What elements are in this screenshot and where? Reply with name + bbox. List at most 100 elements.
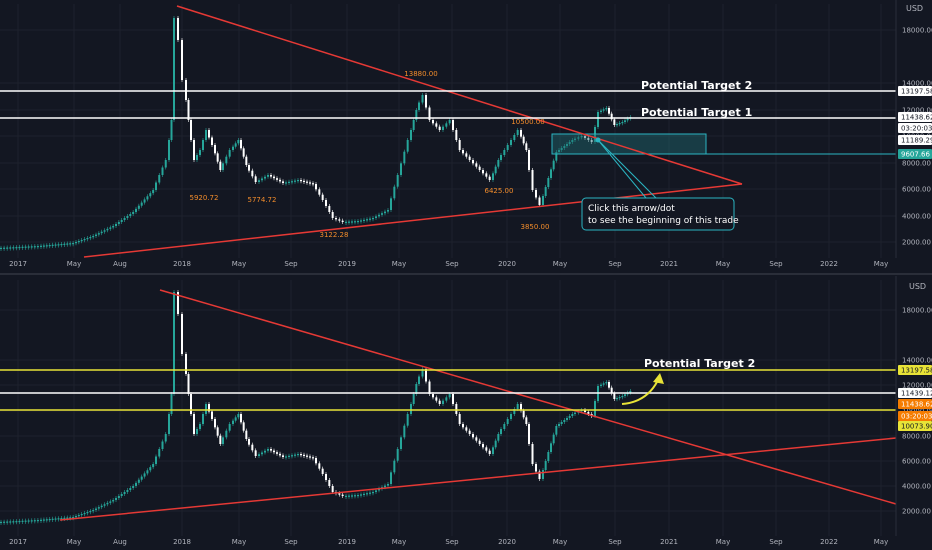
callout-box[interactable] (581, 197, 735, 231)
time-axis-tick: Sep (445, 260, 459, 268)
time-axis-tick: Sep (284, 260, 298, 268)
price-tag-text: 11189.29 (901, 137, 932, 145)
price-annotation: 10500.00 (511, 118, 544, 126)
price-tag-text: 03:20:03 (901, 125, 932, 133)
time-axis-tick: May (392, 538, 406, 546)
top-demand-zone (551, 133, 707, 155)
price-axis-tick: 8000.00 (902, 160, 931, 168)
price-annotation: 13880.00 (404, 70, 437, 78)
time-axis-tick: May (716, 260, 730, 268)
price-axis-tick: 12000.00 (902, 382, 932, 390)
time-axis-tick: 2021 (660, 538, 678, 546)
time-axis-tick: 2022 (820, 538, 838, 546)
price-tag (898, 388, 932, 398)
time-axis-tick: Aug (113, 538, 127, 546)
target-arrow-head (653, 373, 664, 384)
price-annotation: 3850.00 (521, 223, 550, 231)
price-tag-text: 13197.58 (901, 88, 932, 96)
price-tag-text: 9607.66 (901, 151, 930, 159)
price-annotation: 6425.00 (485, 187, 514, 195)
price-tag (898, 135, 932, 145)
price-tag-text: 03:20:03 (901, 413, 932, 421)
bottom-chart-pane[interactable]: Potential Target 2 USD 2000.00 4000.00 600… (0, 276, 932, 546)
top-target-2-label: Potential Target 2 (641, 79, 752, 92)
price-axis-tick: 14000.00 (902, 80, 932, 88)
top-currency-label: USD (906, 4, 923, 13)
bottom-price-axis[interactable]: USD 2000.004000.006000.008000.0010000.00… (895, 276, 932, 536)
price-tag-text: 13197.58 (901, 367, 932, 375)
top-target-1-label: Potential Target 1 (641, 106, 752, 119)
price-axis-tick: 12000.00 (902, 107, 932, 115)
callout-pointer-line-2 (597, 139, 647, 199)
price-axis-tick: 2000.00 (902, 508, 931, 516)
time-axis-tick: 2017 (9, 260, 27, 268)
top-triangle-lower-trendline (83, 183, 743, 258)
top-annotations: 13880.00 10500.00 5920.72 5774.72 6425.00 312… (190, 70, 550, 239)
price-tag (898, 86, 932, 96)
price-tag (898, 112, 932, 122)
bottom-candles (0, 290, 632, 526)
time-axis-tick: 2020 (498, 260, 516, 268)
time-axis-tick: 2018 (173, 538, 191, 546)
time-axis-tick: May (716, 538, 730, 546)
time-axis-tick: 2019 (338, 260, 356, 268)
price-tag-text: 11438.62 (901, 114, 932, 122)
price-annotation: 3122.28 (320, 231, 349, 239)
price-tag (898, 365, 932, 375)
price-annotation: 5920.72 (190, 194, 219, 202)
time-axis-tick: May (392, 260, 406, 268)
bottom-lower-trendline (59, 437, 897, 521)
bottom-currency-label: USD (909, 282, 926, 291)
price-axis-tick: 18000.00 (902, 27, 932, 35)
price-annotation: 5774.72 (248, 196, 277, 204)
callout-line-1: Click this arrow/dot (588, 204, 675, 214)
price-tag (898, 411, 932, 421)
time-axis-tick: 2022 (820, 260, 838, 268)
time-axis-tick: Sep (769, 260, 783, 268)
time-axis-tick: Sep (608, 538, 622, 546)
top-chart-pane[interactable]: Potential Target 2 Potential Target 1 13… (0, 0, 932, 268)
price-tag (898, 399, 932, 409)
price-axis-tick: 4000.00 (902, 213, 931, 221)
price-axis-tick: 14000.00 (902, 357, 932, 365)
time-axis-tick: Sep (284, 538, 298, 546)
price-tag-text: 11438.62 (901, 401, 932, 409)
price-axis-tick: 6000.00 (902, 458, 931, 466)
time-axis-tick: 2019 (338, 538, 356, 546)
time-axis-tick: May (232, 538, 246, 546)
bottom-triangle-upper-trendline (159, 289, 897, 505)
price-tag (898, 149, 932, 159)
callout-line-2: to see the beginning of this trade (588, 216, 739, 226)
time-axis-tick: Sep (445, 538, 459, 546)
callout-pointer-line (597, 139, 657, 199)
time-axis-tick: 2018 (173, 260, 191, 268)
time-axis-tick: May (67, 538, 81, 546)
time-axis-tick: May (553, 260, 567, 268)
time-axis-tick: May (67, 260, 81, 268)
time-axis-tick: May (232, 260, 246, 268)
bottom-target-2-label: Potential Target 2 (644, 357, 755, 370)
time-axis-tick: 2021 (660, 260, 678, 268)
top-triangle-upper-trendline (176, 5, 743, 185)
top-price-axis[interactable]: USD 2000.004000.006000.008000.0010000.00… (895, 0, 932, 258)
top-grid (0, 4, 896, 258)
price-axis-tick: 8000.00 (902, 433, 931, 441)
time-axis-tick: 2017 (9, 538, 27, 546)
bottom-time-axis[interactable]: 2017 May Aug 2018 May Sep 2019 May Sep 2020 May Sep… (9, 538, 888, 546)
trade-start-dot[interactable] (595, 137, 601, 143)
price-axis-tick: 4000.00 (902, 483, 931, 491)
price-tag (898, 421, 932, 431)
price-tag (898, 123, 932, 133)
price-axis-tick: 2000.00 (902, 239, 931, 247)
price-axis-tick: 18000.00 (902, 307, 932, 315)
top-time-axis[interactable]: 2017 May Aug 2018 May Sep 2019 May Sep 2020 May Sep… (9, 260, 888, 268)
time-axis-tick: Sep (769, 538, 783, 546)
time-axis-tick: May (553, 538, 567, 546)
time-axis-tick: May (874, 260, 888, 268)
time-axis-tick: May (874, 538, 888, 546)
top-candles (0, 16, 632, 252)
time-axis-tick: 2020 (498, 538, 516, 546)
time-axis-tick: Sep (608, 260, 622, 268)
time-axis-tick: Aug (113, 260, 127, 268)
